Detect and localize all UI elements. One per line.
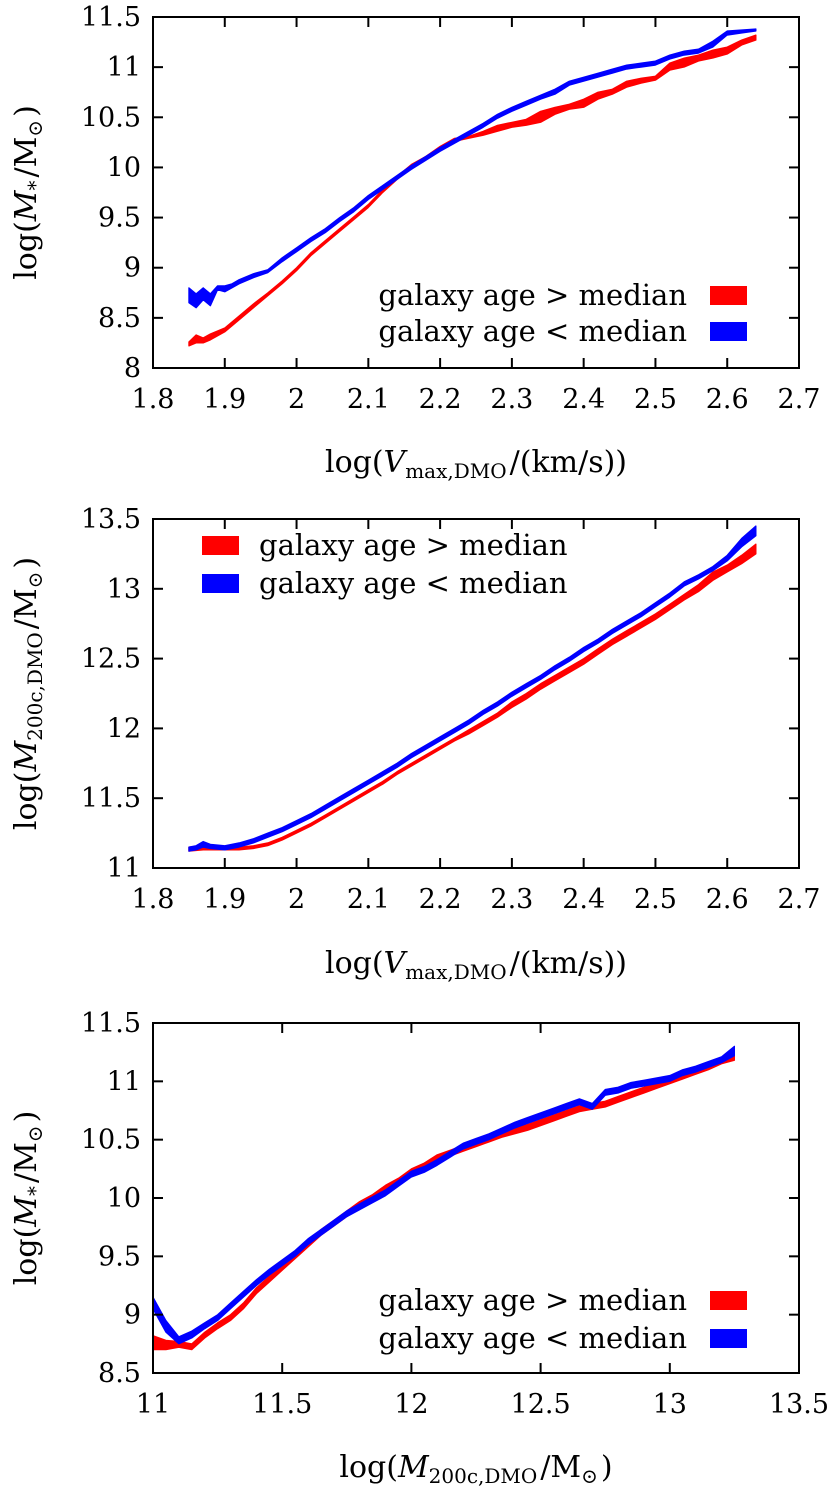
y-axis-label: log(M* /M⊙ ) xyxy=(9,105,47,280)
y-tick-label: 11 xyxy=(107,853,141,884)
x-tick-label: 1.8 xyxy=(132,884,175,915)
x-tick-label: 2.1 xyxy=(347,384,390,415)
legend-label: galaxy age < median xyxy=(259,566,568,600)
x-tick-label: 12.5 xyxy=(511,1389,571,1420)
series-band-younger xyxy=(152,1045,735,1345)
series-band-older xyxy=(188,34,757,347)
x-tick-label: 1.9 xyxy=(203,384,246,415)
y-tick-label: 11.5 xyxy=(81,1008,141,1039)
series-band-older xyxy=(188,543,757,852)
legend: galaxy age > median galaxy age < median xyxy=(202,528,568,600)
y-tick-label: 9.5 xyxy=(98,203,141,234)
x-tick-label: 13.5 xyxy=(769,1389,829,1420)
legend: galaxy age > median galaxy age < median xyxy=(378,1283,747,1355)
x-tick-label: 13 xyxy=(653,1389,687,1420)
chart-panel-2: 1.8 1.9 2 2.1 2.2 2.3 2.4 2.5 2.6 2.7 11 11.5 12 12.5… xyxy=(9,504,820,984)
x-tick-label: 2.3 xyxy=(490,384,533,415)
legend-label: galaxy age < median xyxy=(378,1321,687,1355)
x-tick-label: 11.5 xyxy=(252,1389,312,1420)
y-tick-label: 10.5 xyxy=(81,1125,141,1156)
y-tick-label: 11 xyxy=(107,52,141,83)
legend-label: galaxy age < median xyxy=(378,314,687,348)
legend-swatch xyxy=(710,286,747,305)
legend-label: galaxy age > median xyxy=(259,528,568,562)
chart-panel-3: 11 11.5 12 12.5 13 13.5 8.5 9 9.5 10 10.5 11 11.5 log… xyxy=(9,1008,829,1488)
y-tick-label: 9 xyxy=(124,1300,141,1331)
y-tick-label: 9.5 xyxy=(98,1241,141,1272)
x-tick-label: 2.5 xyxy=(634,884,677,915)
y-tick-label: 11.5 xyxy=(81,783,141,814)
x-tick-label: 2.6 xyxy=(706,884,749,915)
x-axis-label: log(M200c,DMO /M⊙ ) xyxy=(339,1450,612,1488)
series-band-younger xyxy=(188,28,757,309)
x-tick-label: 2.2 xyxy=(419,384,462,415)
x-tick-label: 2.2 xyxy=(419,884,462,915)
y-tick-label: 8.5 xyxy=(98,1358,141,1389)
x-axis-label: log(Vmax,DMO /(km/s)) xyxy=(325,445,627,483)
x-tick-label: 2.7 xyxy=(778,884,821,915)
x-tick-label: 2.3 xyxy=(490,884,533,915)
y-tick-label: 13.5 xyxy=(81,504,141,535)
y-tick-label: 12.5 xyxy=(81,644,141,675)
y-tick-label: 10 xyxy=(107,1183,141,1214)
y-tick-label: 13 xyxy=(107,574,141,605)
legend-swatch xyxy=(710,1329,747,1348)
x-tick-label: 2.1 xyxy=(347,884,390,915)
x-tick-label: 12 xyxy=(394,1389,428,1420)
x-tick-label: 2 xyxy=(288,884,305,915)
legend-swatch xyxy=(710,1291,747,1310)
plot-frame xyxy=(152,518,800,869)
x-tick-label: 2.7 xyxy=(778,384,821,415)
plot-frame xyxy=(152,16,800,369)
y-tick-label: 9 xyxy=(124,253,141,284)
y-tick-label: 11.5 xyxy=(81,2,141,33)
y-tick-label: 10 xyxy=(107,152,141,183)
legend-swatch xyxy=(710,322,747,341)
x-tick-label: 11 xyxy=(136,1389,170,1420)
y-axis-label: log(M* /M⊙ ) xyxy=(9,1111,47,1286)
y-tick-label: 8.5 xyxy=(98,303,141,334)
x-tick-label: 2.6 xyxy=(706,384,749,415)
legend-label: galaxy age > median xyxy=(378,1283,687,1317)
y-tick-label: 10.5 xyxy=(81,102,141,133)
x-tick-label: 2 xyxy=(288,384,305,415)
x-tick-label: 2.5 xyxy=(634,384,677,415)
x-tick-label: 2.4 xyxy=(562,384,605,415)
x-tick-label: 2.4 xyxy=(562,884,605,915)
legend-swatch xyxy=(202,574,239,593)
x-tick-label: 1.8 xyxy=(132,384,175,415)
series-band-younger xyxy=(188,525,757,852)
y-tick-label: 12 xyxy=(107,713,141,744)
y-axis-label: log(M200c,DMO /M⊙ ) xyxy=(9,557,47,830)
y-tick-label: 8 xyxy=(124,353,141,384)
x-tick-label: 1.9 xyxy=(203,884,246,915)
y-tick-label: 11 xyxy=(107,1066,141,1097)
legend-label: galaxy age > median xyxy=(378,278,687,312)
chart-panel-1: 1.8 1.9 2 2.1 2.2 2.3 2.4 2.5 2.6 2.7 8 8.5 9 9.5 10 10… xyxy=(9,2,820,483)
x-axis-label: log(Vmax,DMO /(km/s)) xyxy=(325,946,627,984)
legend-swatch xyxy=(202,536,239,555)
